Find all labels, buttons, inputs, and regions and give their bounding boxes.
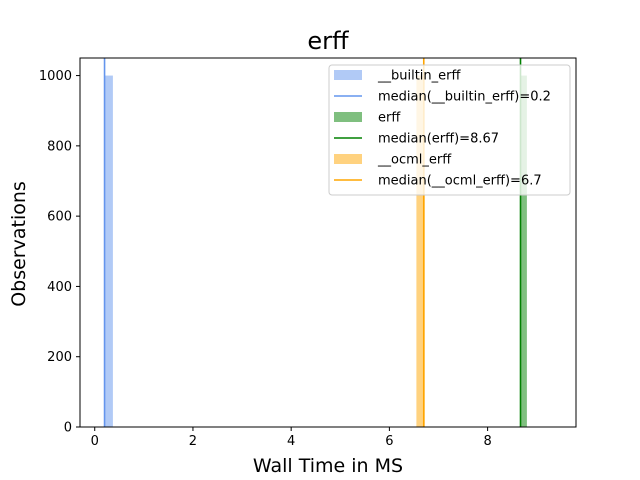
axes-frame: [79, 57, 577, 428]
x-tick-label-4: 8: [483, 434, 491, 449]
x-tick-label-2: 4: [287, 434, 295, 449]
histogram-bar-4-0: [416, 75, 425, 428]
x-tick-label-1: 2: [189, 434, 197, 449]
y-axis-label: Observations: [8, 181, 30, 307]
x-tick-label-3: 6: [385, 434, 393, 449]
legend: __builtin_erff median(__builtin_erff)=0.2…: [328, 64, 571, 196]
legend-label-3: median(erff)=8.67: [378, 132, 499, 147]
bars-layer: [104, 75, 527, 428]
x-tick-label-0: 0: [91, 434, 99, 449]
y-tick-label-4: 800: [47, 139, 72, 154]
legend-box: [328, 64, 571, 196]
legend-label-1: median(__builtin_erff)=0.2: [378, 90, 551, 105]
y-tick-label-1: 200: [47, 350, 72, 365]
histogram-bar-2-0: [520, 75, 527, 428]
legend-label-4: __ocml_erff: [377, 153, 452, 168]
x-axis-label: Wall Time in MS: [253, 455, 403, 477]
legend-swatch-2: [334, 112, 362, 122]
y-tick-label-3: 600: [47, 210, 72, 225]
chart-title: erff: [307, 27, 349, 55]
legend-label-2: erff: [378, 111, 401, 126]
legend-swatch-0: [334, 70, 362, 80]
legend-label-0: __builtin_erff: [377, 69, 462, 84]
legend-label-5: median(__ocml_erff)=6.7: [378, 174, 542, 189]
histogram-bar-0-0: [104, 75, 113, 428]
axes-layer: 0 2 4 6 8 0 200 400 600 800 1000: [39, 57, 577, 449]
y-tick-label-0: 0: [64, 421, 72, 436]
y-tick-label-2: 400: [47, 280, 72, 295]
y-tick-label-5: 1000: [39, 69, 72, 84]
legend-swatch-4: [334, 154, 362, 164]
